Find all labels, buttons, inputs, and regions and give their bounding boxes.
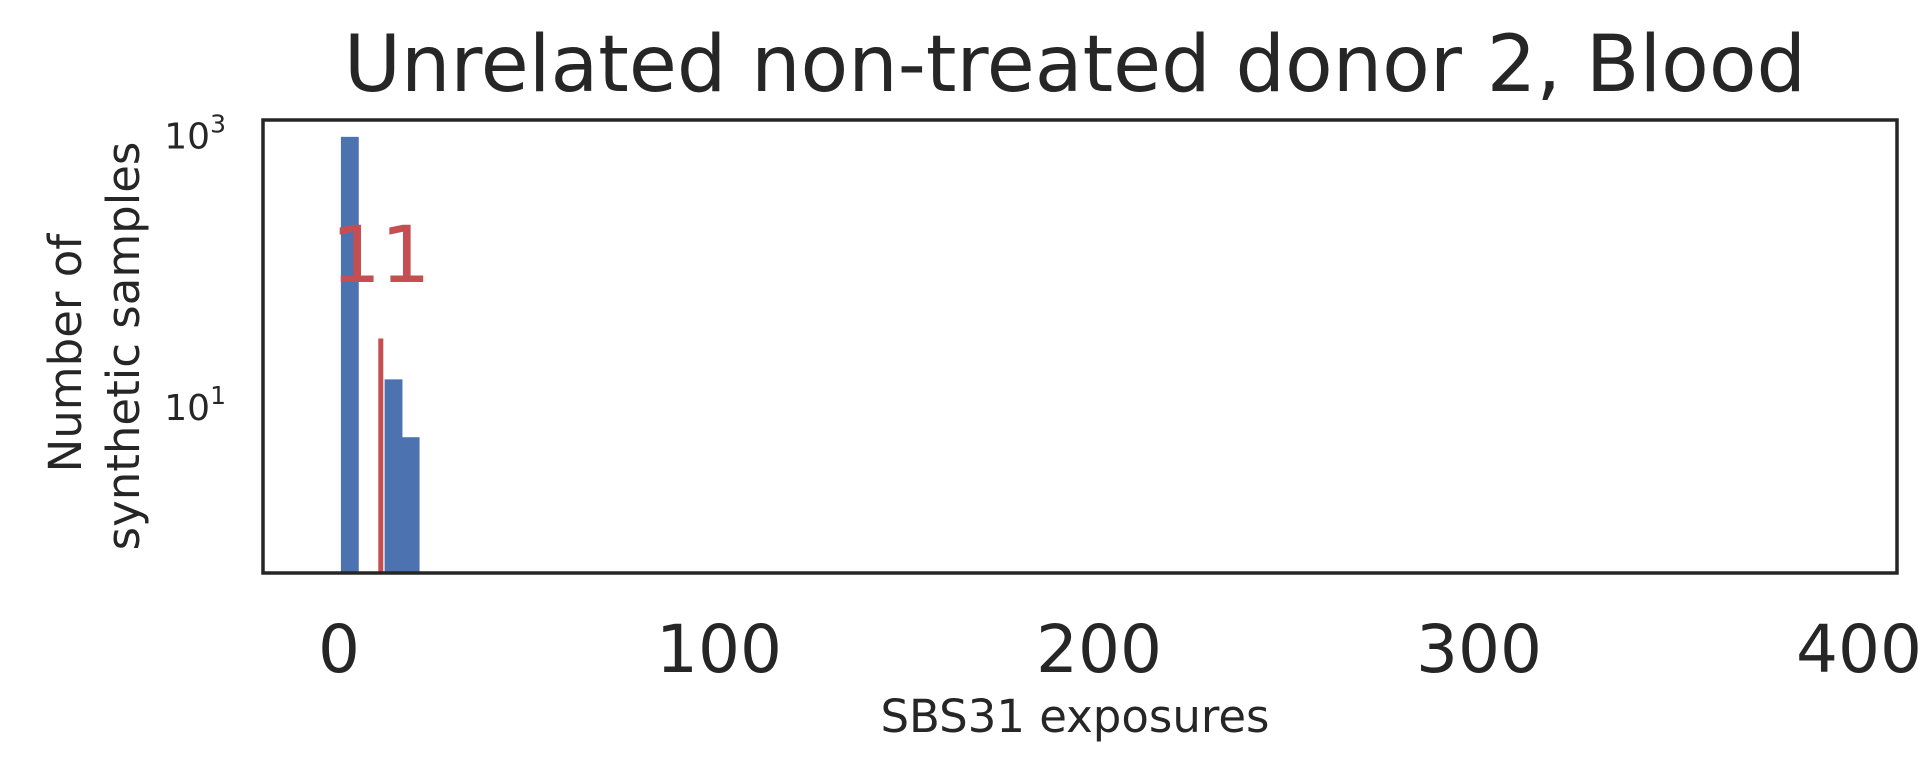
plot-area-frame: [261, 118, 1899, 575]
x-tick-label-100: 100: [656, 611, 782, 688]
x-tick-label-0: 0: [318, 611, 360, 688]
y-tick-label-1000: 103: [164, 109, 226, 157]
y-axis-label-line-1: Number of: [39, 233, 92, 473]
x-axis-ticks: 0 100 200 300 400: [318, 611, 1922, 688]
y-tick-label-10: 101: [164, 381, 226, 429]
histogram-bar-0: [340, 136, 359, 573]
y-axis-label-line-2: synthetic samples: [97, 142, 150, 551]
y-axis-label: Number of synthetic samples: [39, 142, 150, 551]
histogram-bars: [340, 136, 420, 573]
x-tick-label-300: 300: [1416, 611, 1542, 688]
histogram-bar-3: [384, 379, 403, 573]
observed-value-marker: 11: [331, 211, 430, 573]
x-axis-label: SBS31 exposures: [880, 690, 1269, 743]
histogram-bar-4: [401, 437, 420, 573]
chart-title: Unrelated non-treated donor 2, Blood: [344, 20, 1806, 110]
y-axis-ticks: 101 103: [164, 109, 226, 429]
x-tick-label-200: 200: [1036, 611, 1162, 688]
observed-value-label: 11: [331, 211, 430, 301]
x-tick-label-400: 400: [1796, 611, 1922, 688]
